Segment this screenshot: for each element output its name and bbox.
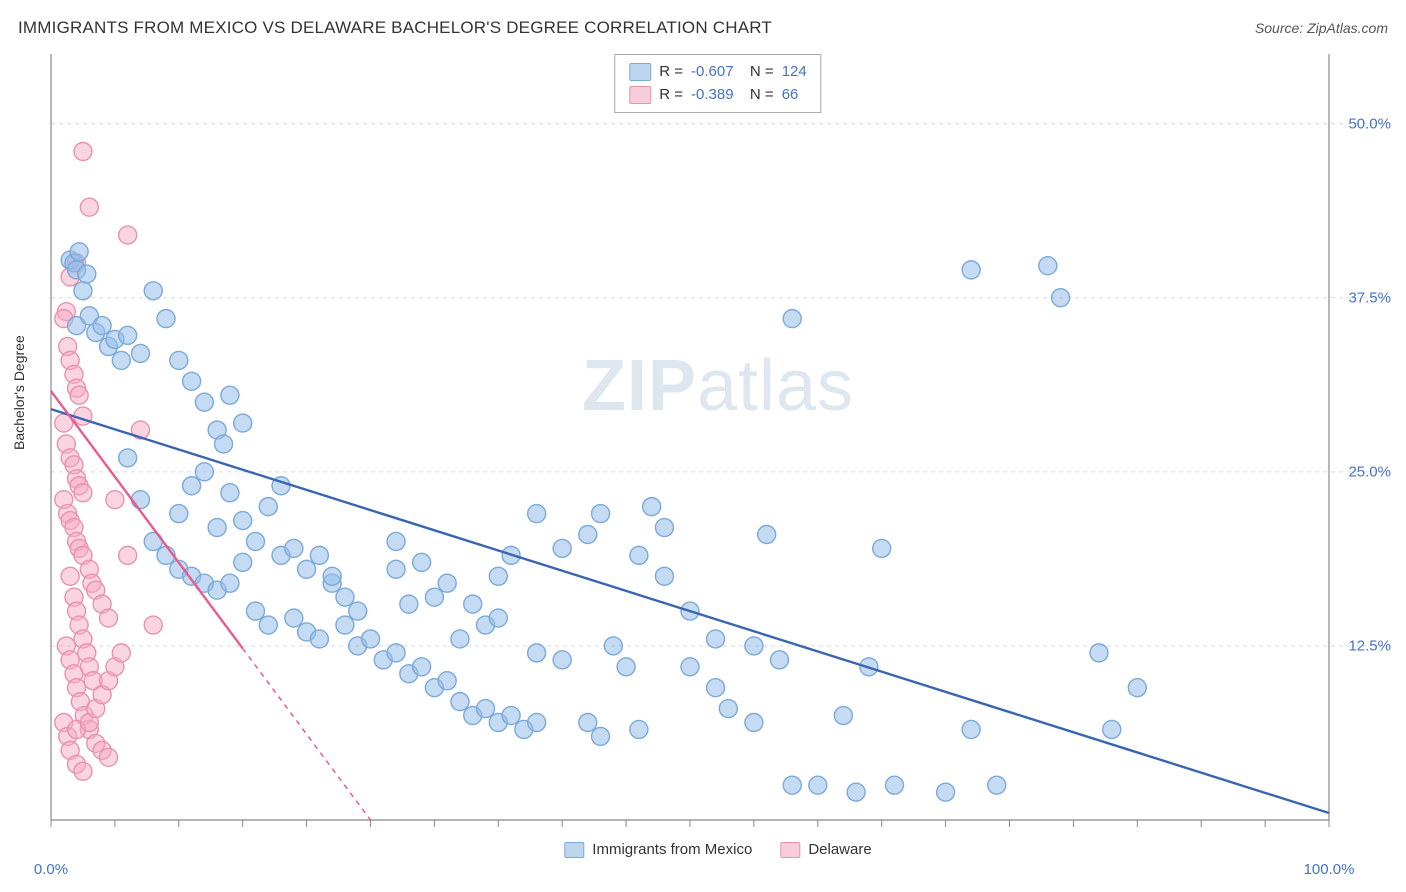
legend-row-mexico: R = -0.607 N = 124 — [629, 61, 806, 84]
chart-area: Bachelor's Degree ZIPatlas R = -0.607 N … — [47, 50, 1389, 850]
y-axis-label: Bachelor's Degree — [11, 335, 27, 450]
y-tick-label: 12.5% — [1348, 637, 1391, 654]
scatter-plot — [47, 50, 1389, 850]
series-legend: Immigrants from Mexico Delaware — [564, 841, 871, 858]
chart-source: Source: ZipAtlas.com — [1255, 20, 1388, 36]
y-tick-label: 25.0% — [1348, 463, 1391, 480]
correlation-legend: R = -0.607 N = 124 R = -0.389 N = 66 — [614, 54, 821, 113]
legend-item-mexico: Immigrants from Mexico — [564, 841, 752, 858]
legend-row-delaware: R = -0.389 N = 66 — [629, 84, 806, 107]
y-tick-label: 50.0% — [1348, 115, 1391, 132]
x-tick-label: 0.0% — [34, 861, 68, 878]
swatch-delaware-icon — [629, 86, 651, 104]
swatch-mexico-icon — [629, 63, 651, 81]
chart-header: IMMIGRANTS FROM MEXICO VS DELAWARE BACHE… — [18, 18, 1388, 38]
y-tick-label: 37.5% — [1348, 289, 1391, 306]
chart-title: IMMIGRANTS FROM MEXICO VS DELAWARE BACHE… — [18, 18, 772, 38]
x-tick-label: 100.0% — [1304, 861, 1355, 878]
legend-item-delaware: Delaware — [780, 841, 871, 858]
swatch-mexico-icon — [564, 842, 584, 858]
swatch-delaware-icon — [780, 842, 800, 858]
